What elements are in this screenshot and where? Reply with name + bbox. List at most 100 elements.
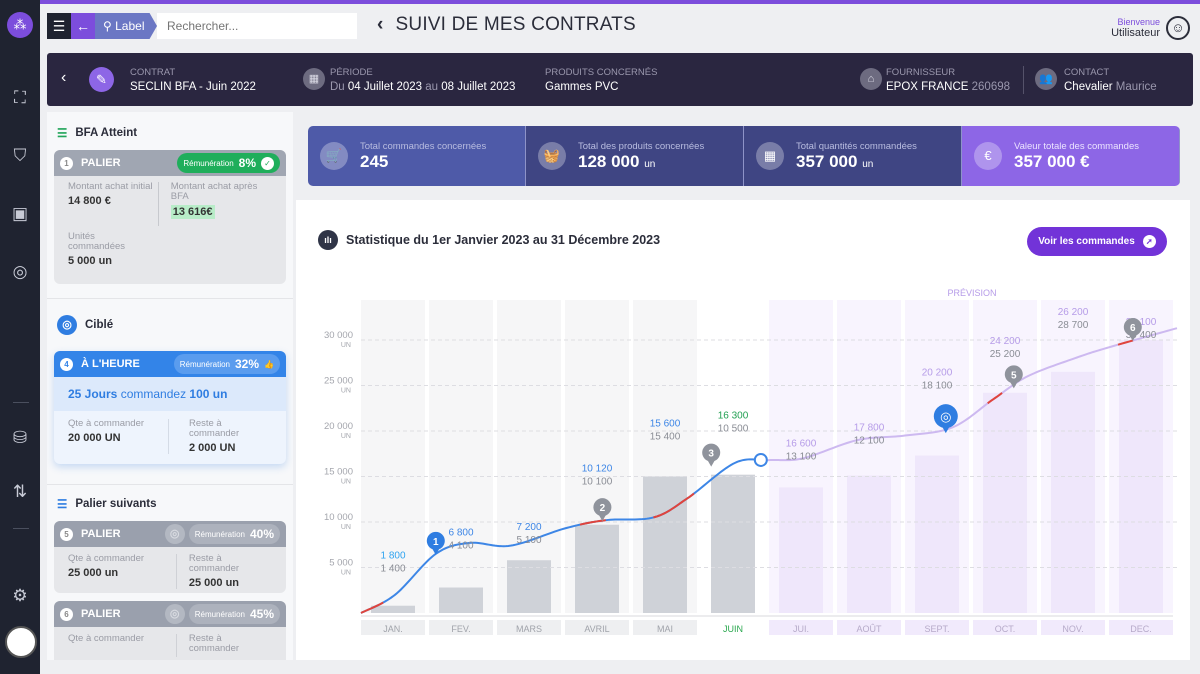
value-label-actual: 25 200: [990, 349, 1021, 360]
bar[interactable]: [779, 487, 823, 613]
y-unit-label: UN: [341, 524, 351, 531]
supplier-chart-icon[interactable]: ⛶: [14, 88, 26, 107]
y-unit-label: UN: [341, 433, 351, 440]
marker-label: 5: [1011, 370, 1017, 381]
tier-card-next[interactable]: 5 PALIER ◎ Rémunération 40% Qte à commande…: [54, 521, 286, 593]
chevron-left-icon[interactable]: ‹: [377, 14, 384, 35]
statistics-card: ılı Statistique du 1er Janvier 2023 au 31…: [296, 200, 1190, 660]
marker-badge: [426, 531, 445, 550]
x-tick-label: JAN.: [383, 624, 403, 634]
target-icon[interactable]: ◎: [12, 262, 28, 281]
back-arrow-icon[interactable]: ←: [71, 13, 95, 39]
kpi-card: 🧺 Total des produits concernées 128 000 un: [526, 126, 744, 186]
bar[interactable]: [507, 560, 551, 613]
value-label-target: 20 200: [922, 368, 953, 379]
tier-card-4[interactable]: 4 À L'HEURE Rémunération 32% 👍 25 Jours com…: [54, 351, 286, 464]
bar[interactable]: [1051, 371, 1095, 613]
shortfall-segment: [1117, 339, 1134, 346]
value-label-target: 16 600: [786, 438, 817, 449]
label: Qte à commander: [68, 633, 145, 644]
marker-label: 3: [708, 449, 714, 460]
tier-card-next[interactable]: 6 PALIER ◎ Rémunération 45% Qte à commande…: [54, 601, 286, 660]
kpi-label: Valeur totale des commandes: [1014, 140, 1139, 152]
days: 25 Jours: [68, 387, 118, 401]
bar[interactable]: [643, 476, 687, 614]
box-icon[interactable]: ▣: [11, 204, 29, 223]
profile-avatar[interactable]: [5, 626, 37, 658]
tier-name: PALIER: [81, 528, 121, 540]
section-bfa-atteint: ☰ BFA Atteint: [47, 126, 293, 140]
text: au: [425, 81, 439, 93]
bar[interactable]: [711, 474, 755, 613]
y-tick-label: 25 000: [324, 376, 353, 387]
database-icon[interactable]: ⛁: [12, 428, 28, 447]
field-label: CONTRAT: [130, 67, 176, 78]
settings-icon[interactable]: ⚙: [12, 586, 28, 605]
tier-card-1[interactable]: 1 PALIER Rémunération 8% ✓ Montant achat in…: [54, 150, 286, 284]
cart-icon[interactable]: ⛉: [13, 146, 27, 165]
month-tab: [633, 620, 697, 635]
app-logo-icon[interactable]: ⁂: [7, 12, 33, 38]
target-marker[interactable]: ◎: [933, 404, 958, 434]
tier-marker[interactable]: 5: [1004, 365, 1023, 389]
period-field: PÉRIODE Du 04 Juillet 2023 au 08 Juillet …: [330, 67, 515, 93]
kpi-card: ▦ Total quantités commandées 357 000 un: [744, 126, 962, 186]
search-input[interactable]: [157, 13, 357, 39]
value-label-target: 10 120: [582, 464, 613, 475]
month-column: [429, 300, 493, 613]
folder-transfer-icon[interactable]: ⇅: [12, 482, 28, 501]
month-tab: [361, 620, 425, 635]
bar[interactable]: [575, 524, 619, 613]
value: 25 000 un: [68, 567, 119, 579]
tier-marker[interactable]: 3: [702, 443, 721, 467]
tier-marker[interactable]: 6: [1123, 318, 1142, 341]
tier-number: 4: [60, 357, 73, 371]
welcome-text: Bienvenue: [1117, 17, 1160, 27]
month-tab: [837, 620, 901, 635]
y-tick-label: 20 000: [324, 421, 353, 432]
tier-name: PALIER: [81, 608, 121, 620]
marker-badge: [933, 404, 958, 429]
month-tab: [973, 620, 1037, 635]
bar[interactable]: [847, 475, 891, 613]
month-tab: [1109, 620, 1173, 635]
field-label: CONTACT: [1064, 67, 1110, 78]
view-orders-button[interactable]: Voir les commandes ➚: [1027, 227, 1167, 256]
y-unit-label: UN: [341, 388, 351, 395]
kpi-unit: un: [862, 158, 874, 170]
x-tick-label: AVRIL: [584, 624, 609, 634]
value-label-actual: 15 400: [650, 432, 681, 443]
marker-label: 1: [433, 537, 439, 548]
bar[interactable]: [983, 392, 1027, 613]
top-accent-bar: [0, 0, 1200, 4]
rem-label: Rémunération: [194, 529, 245, 539]
current-point-marker[interactable]: [753, 452, 768, 467]
tier-marker[interactable]: 2: [593, 498, 612, 522]
menu-icon[interactable]: ☰: [47, 13, 71, 39]
next-tiers-list: 5 PALIER ◎ Rémunération 40% Qte à commande…: [47, 521, 293, 660]
forecast-line: [760, 327, 1178, 462]
supplier-field: FOURNISSEUR EPOX FRANCE 260698: [886, 67, 1010, 93]
x-tick-label: OCT.: [995, 624, 1016, 634]
remuneration-badge: Rémunération 32% 👍: [173, 354, 280, 374]
pen-icon: ✎: [89, 67, 114, 92]
value-label-actual: 10 100: [582, 477, 613, 488]
user-menu[interactable]: Bienvenue Utilisateur ☺: [1111, 16, 1190, 40]
bar[interactable]: [915, 455, 959, 613]
tier-number: 6: [60, 607, 73, 621]
bar[interactable]: [439, 587, 483, 613]
tier-marker[interactable]: 1: [426, 531, 445, 555]
boxes-icon: ▦: [756, 142, 784, 170]
kpi-label: Total commandes concernées: [360, 140, 487, 152]
user-icon[interactable]: ☺: [1166, 16, 1190, 40]
field-label: FOURNISSEUR: [886, 67, 956, 78]
value-label-target: 7 200: [516, 522, 541, 533]
chevron-left-icon[interactable]: ‹: [61, 69, 67, 86]
value-label-actual: 4 100: [448, 541, 473, 552]
stats-header: ılı Statistique du 1er Janvier 2023 au 31…: [318, 230, 660, 250]
amount-after-bfa: Montant achat après BFA 13 616€: [159, 182, 272, 226]
units-ordered: Unités commandées 5 000 un: [54, 226, 144, 268]
marker-label: 2: [600, 503, 606, 514]
bar[interactable]: [371, 605, 415, 613]
search-label-button[interactable]: ⚲ Label: [95, 13, 157, 39]
